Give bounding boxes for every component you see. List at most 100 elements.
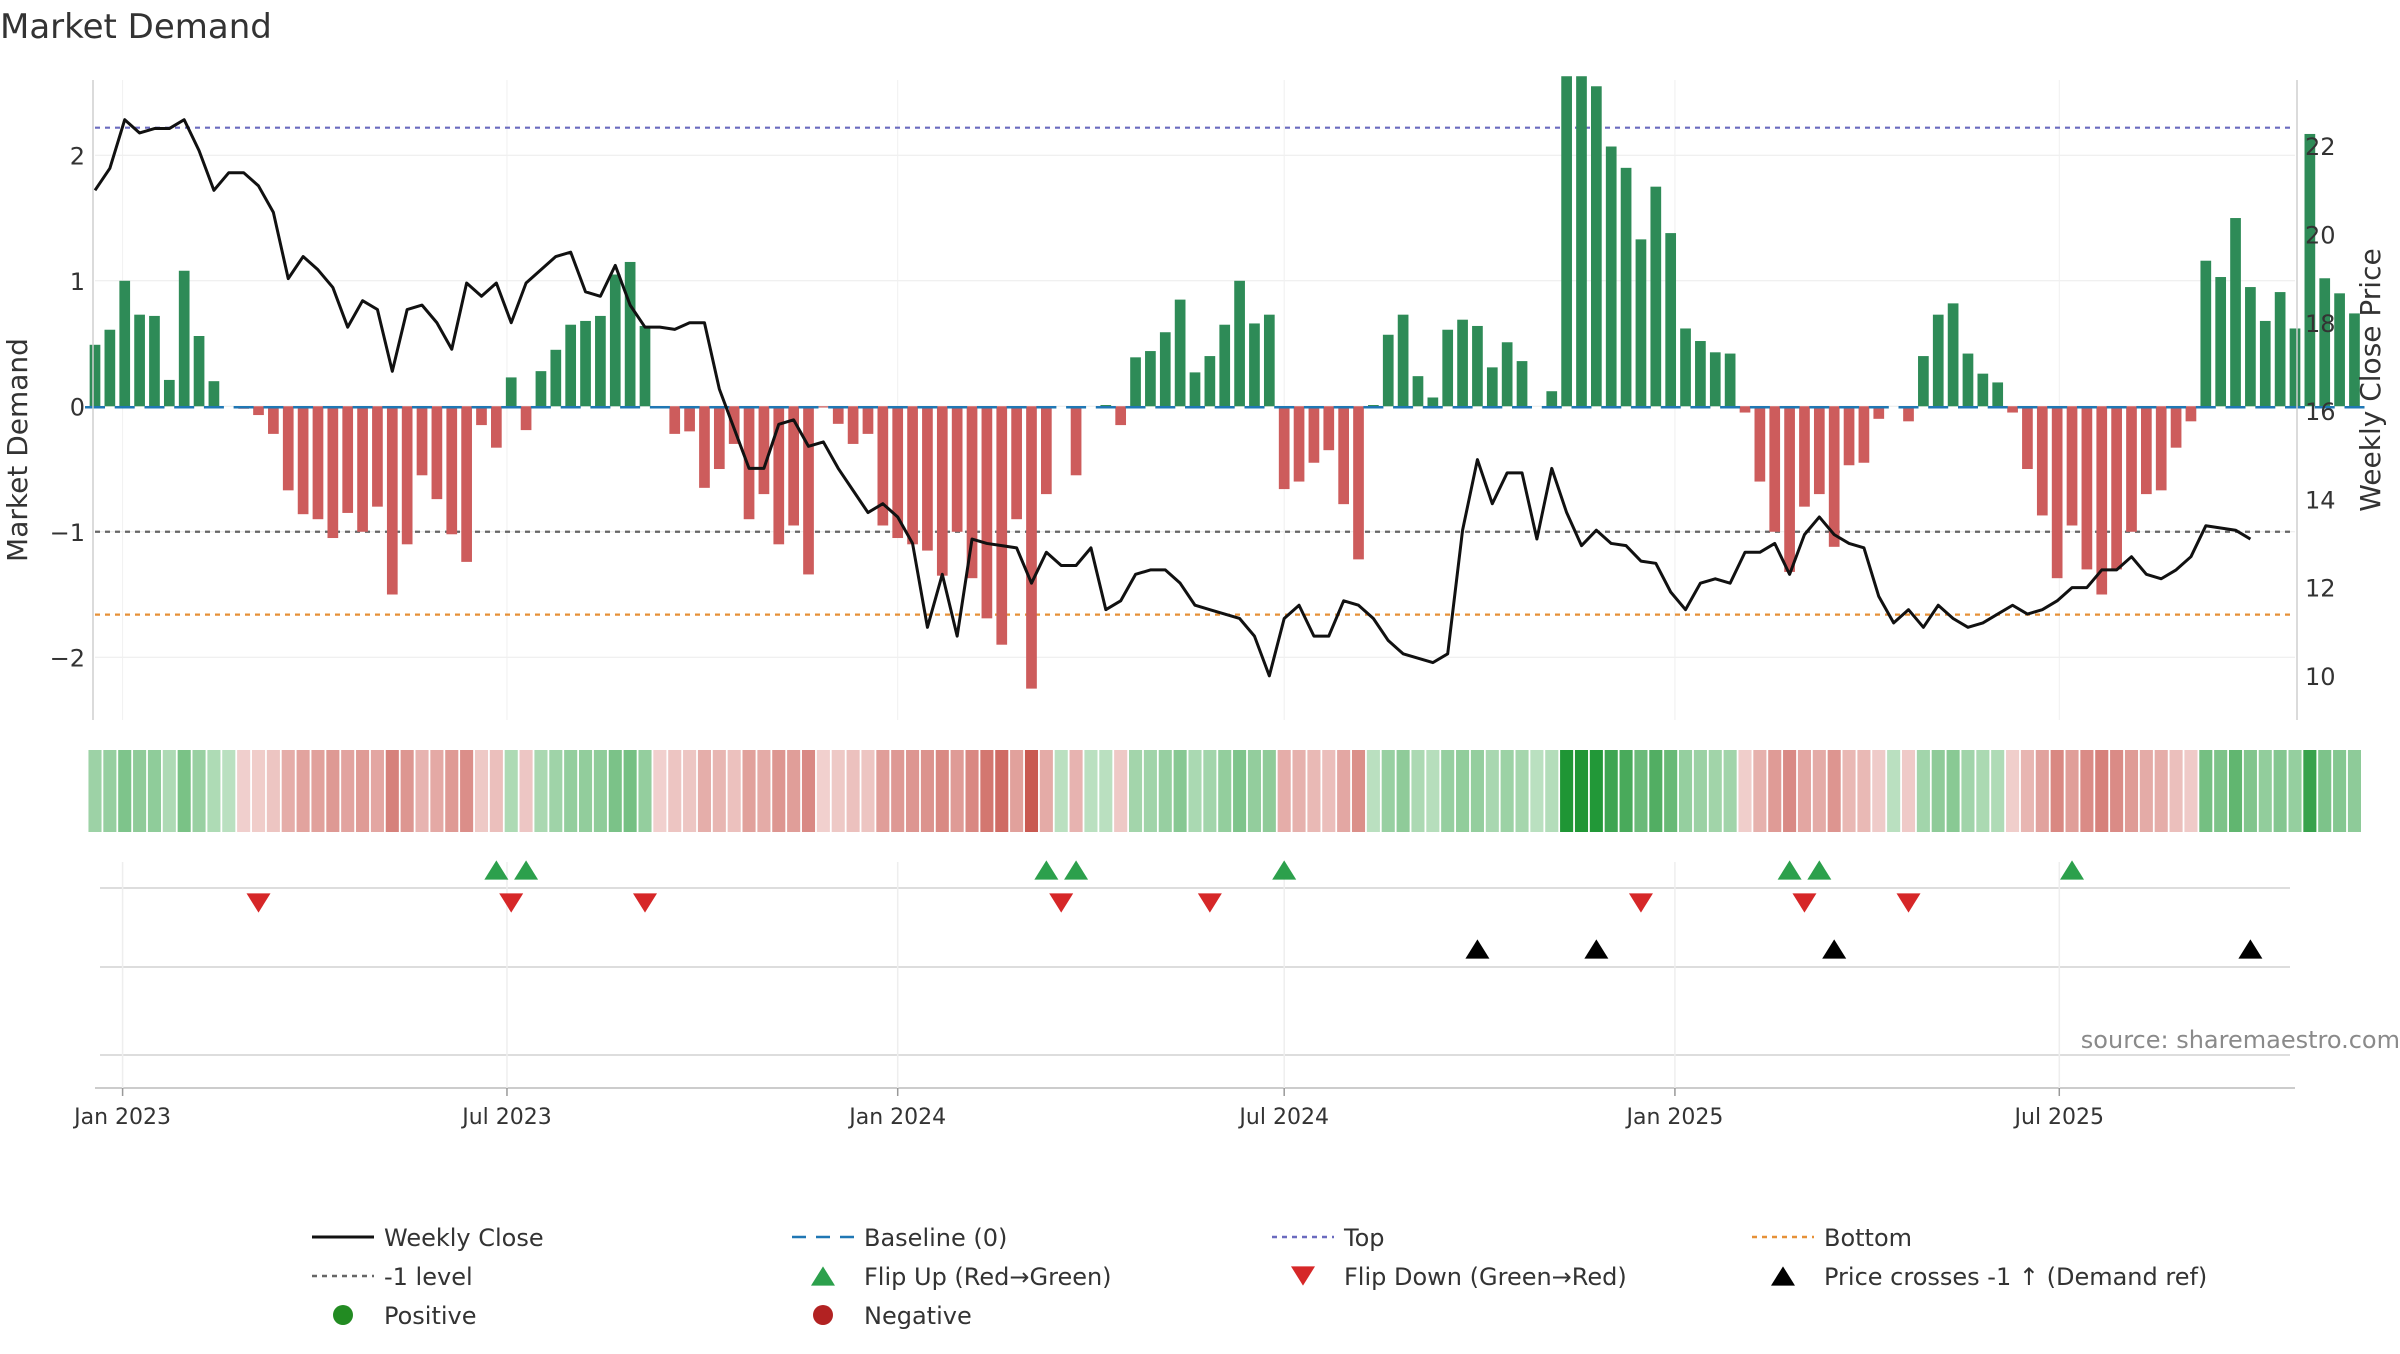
heat-cell <box>2155 750 2168 832</box>
heat-cell <box>118 750 131 832</box>
demand-bar <box>313 406 324 519</box>
heat-cell <box>876 750 889 832</box>
heat-cell <box>906 750 919 832</box>
demand-bar <box>2245 287 2256 406</box>
heat-cell <box>1010 750 1023 832</box>
y-tick-label: 0 <box>70 393 85 421</box>
legend-swatch-negative <box>813 1305 833 1325</box>
legend-swatch-positive <box>333 1305 353 1325</box>
demand-bar <box>1591 86 1602 406</box>
heat-cell <box>1753 750 1766 832</box>
heat-cell <box>1307 750 1320 832</box>
demand-bar <box>1442 330 1453 407</box>
demand-bar <box>164 380 175 406</box>
heat-cell <box>698 750 711 832</box>
heat-cell <box>891 750 904 832</box>
heat-cell <box>1694 750 1707 832</box>
heat-cell <box>103 750 116 832</box>
demand-bar <box>402 406 413 544</box>
heat-cell <box>178 750 191 832</box>
heat-cell <box>653 750 666 832</box>
demand-bar <box>209 381 220 406</box>
demand-bar <box>550 350 561 406</box>
demand-bar <box>1249 323 1260 406</box>
heat-cell <box>951 750 964 832</box>
x-tick-label: Jan 2024 <box>847 1105 946 1130</box>
heat-cell <box>1233 750 1246 832</box>
heat-cell <box>1174 750 1187 832</box>
demand-bar <box>2334 293 2345 406</box>
demand-bar <box>2082 406 2093 569</box>
heat-cell <box>1887 750 1900 832</box>
demand-bar <box>2126 406 2137 531</box>
heat-cell <box>1456 750 1469 832</box>
heat-cell <box>728 750 741 832</box>
heat-cell <box>2214 750 2227 832</box>
heat-cell <box>1055 750 1068 832</box>
heat-cell <box>1293 750 1306 832</box>
heat-cell <box>757 750 770 832</box>
demand-bar <box>1948 303 1959 406</box>
heat-cell <box>490 750 503 832</box>
heat-cell <box>668 750 681 832</box>
demand-bar <box>1398 315 1409 407</box>
heat-cell <box>1411 750 1424 832</box>
demand-bar <box>2156 406 2167 490</box>
legend-label: Flip Up (Red→Green) <box>864 1263 1112 1291</box>
demand-bar <box>1338 406 1349 504</box>
demand-bar <box>1413 376 1424 406</box>
legend-label: Positive <box>384 1302 477 1330</box>
y2-tick-label: 20 <box>2305 221 2336 249</box>
demand-bar <box>2007 406 2018 412</box>
heat-cell <box>683 750 696 832</box>
y-tick-label: 2 <box>70 142 85 170</box>
demand-bar <box>2022 406 2033 469</box>
demand-bar <box>863 406 874 434</box>
heat-cell <box>267 750 280 832</box>
demand-bar <box>268 406 279 434</box>
heat-cell <box>594 750 607 832</box>
heat-cell <box>1560 750 1573 832</box>
demand-bar <box>387 406 398 594</box>
demand-bar <box>2319 278 2330 406</box>
heat-cell <box>193 750 206 832</box>
x-tick-label: Jan 2025 <box>1624 1105 1723 1130</box>
demand-bar <box>2186 406 2197 421</box>
heat-cell <box>1545 750 1558 832</box>
heat-cell <box>1813 750 1826 832</box>
y-tick-label: −2 <box>50 644 85 672</box>
heat-cell <box>1902 750 1915 832</box>
demand-bar <box>1829 406 1840 547</box>
heat-cell <box>1991 750 2004 832</box>
demand-bar <box>848 406 859 444</box>
heat-cell <box>297 750 310 832</box>
heat-cell <box>1768 750 1781 832</box>
heat-cell <box>1070 750 1083 832</box>
heat-cell <box>326 750 339 832</box>
y2-tick-label: 12 <box>2305 575 2336 603</box>
heat-cell <box>1382 750 1395 832</box>
heat-cell <box>2170 750 2183 832</box>
demand-bar <box>327 406 338 538</box>
y2-tick-label: 22 <box>2305 133 2336 161</box>
heat-cell <box>1947 750 1960 832</box>
heat-cell <box>2125 750 2138 832</box>
heat-cell <box>1084 750 1097 832</box>
heat-cell <box>445 750 458 832</box>
demand-bar <box>640 326 651 406</box>
demand-bar <box>565 325 576 407</box>
demand-bar <box>476 406 487 425</box>
demand-bar <box>714 406 725 469</box>
heat-cell <box>534 750 547 832</box>
demand-bar <box>2305 134 2316 406</box>
demand-bar <box>1264 315 1275 407</box>
y-tick-label: −1 <box>50 519 85 547</box>
heat-cell <box>282 750 295 832</box>
heat-cell <box>787 750 800 832</box>
demand-bar <box>1606 147 1617 407</box>
heat-cell <box>1649 750 1662 832</box>
heat-cell <box>802 750 815 832</box>
heat-cell <box>1679 750 1692 832</box>
demand-bar <box>2096 406 2107 594</box>
